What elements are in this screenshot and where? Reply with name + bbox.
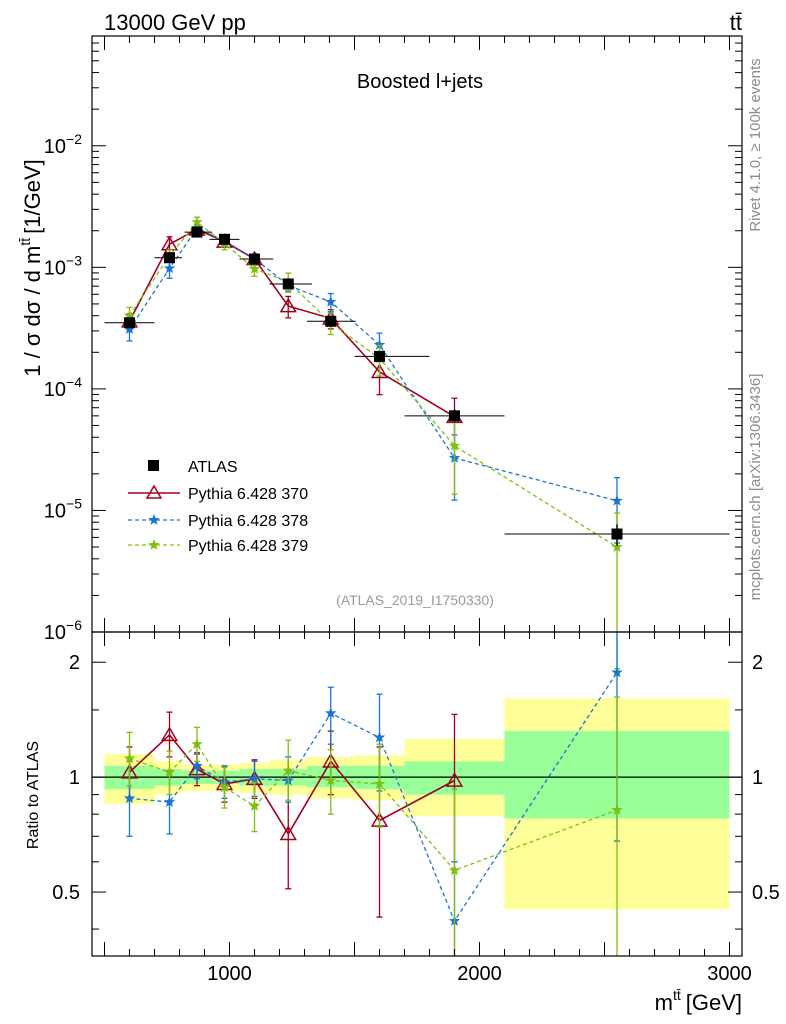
- main-point-0-8: [449, 410, 460, 422]
- ratio-point-2-2: [191, 738, 203, 750]
- main-y-axis-label: 1 / σ dσ / d mtt̄ [1/GeV]: [17, 159, 45, 376]
- ratio-y-tick-label-right-2: 2: [752, 652, 763, 674]
- legend-label-atlas: ATLAS: [188, 459, 238, 476]
- ratio-series-line-1: [129, 672, 618, 923]
- energy-label: 13000 GeV pp: [104, 10, 246, 35]
- legend-marker-p379: [148, 539, 160, 550]
- legend-label-p370: Pythia 6.428 370: [188, 486, 308, 503]
- main-point-0-7: [374, 350, 385, 362]
- main-point-0-5: [282, 278, 294, 290]
- main-series-line-3: [128, 221, 618, 548]
- main-point-0-0: [124, 317, 135, 329]
- process-label: tt̄: [730, 10, 742, 35]
- ratio-point-0-8: [445, 772, 464, 787]
- main-point-3-9: [611, 541, 623, 552]
- main-point-0-3: [219, 233, 230, 245]
- main-y-tick-label-1: 10−5: [44, 495, 82, 522]
- main-point-0-4: [249, 253, 260, 265]
- mcplots-label: mcplots.cern.ch [arXiv:1306.3436]: [747, 374, 764, 601]
- x-axis-label-sup: tt̄: [673, 987, 681, 1003]
- legend: ATLAS Pythia 6.428 370 Pythia 6.428 378 …: [128, 459, 308, 555]
- legend-label-p378: Pythia 6.428 378: [188, 513, 308, 530]
- main-series-0: [104, 226, 730, 546]
- analysis-watermark: (ATLAS_2019_I1750330): [336, 592, 494, 608]
- ratio-uncertainty-bands: [92, 698, 742, 910]
- ratio-point-2-6: [325, 774, 337, 786]
- plot-title: Boosted l+jets: [357, 71, 483, 93]
- main-point-3-2: [191, 216, 203, 228]
- ratio-point-0-5: [279, 825, 297, 841]
- ratio-point-2-3: [218, 781, 231, 793]
- x-axis-label-text: m: [655, 990, 673, 1015]
- x-axis-label-unit: [GeV]: [686, 990, 742, 1015]
- ratio-point-2-9: [611, 804, 623, 815]
- ratio-point-2-5: [282, 764, 294, 776]
- ratio-y-tick-label-left-0: 0.5: [52, 882, 80, 904]
- ratio-y-tick-label-right-1: 1: [752, 767, 763, 789]
- ratio-plot-frame: [91, 631, 743, 957]
- ratio-point-1-1: [163, 796, 176, 807]
- ratio-series-2: [123, 696, 623, 956]
- main-point-1-7: [370, 363, 389, 379]
- legend-marker-p378: [148, 514, 160, 525]
- ratio-point-1-0: [123, 792, 136, 804]
- main-y-axis-label-sup: tt̄: [17, 238, 33, 246]
- legend-marker-atlas: [148, 460, 159, 471]
- main-y-tick-label-4: 10−2: [44, 131, 82, 158]
- ratio-point-1-4: [248, 772, 261, 784]
- main-point-2-9: [611, 494, 623, 506]
- legend-marker-p370: [145, 484, 163, 499]
- ratio-y-tick-label-left-1: 1: [69, 767, 80, 789]
- main-y-axis-label-unit: [1/GeV]: [20, 159, 45, 234]
- ratio-point-2-4: [248, 800, 261, 811]
- ratio-point-1-7: [373, 731, 386, 743]
- svg-text:1 / σ dσ / d mtt̄[1/GeV]: 1 / σ dσ / d mtt̄ [1/GeV]: [17, 159, 45, 376]
- main-point-3-8: [448, 439, 461, 451]
- ratio-point-1-2: [191, 759, 203, 771]
- main-point-2-1: [163, 262, 176, 274]
- main-point-0-6: [325, 315, 337, 327]
- ratio-series-line-2: [129, 743, 618, 872]
- main-point-3-4: [248, 262, 261, 274]
- ratio-y-axis-label: Ratio to ATLAS: [25, 741, 42, 849]
- main-point-1-5: [279, 297, 297, 313]
- main-point-2-6: [325, 295, 337, 307]
- x-tick-label-1: 2000: [457, 963, 502, 985]
- main-point-0-2: [191, 226, 203, 238]
- x-tick-label-0: 1000: [207, 963, 252, 985]
- x-tick-label-2: 3000: [707, 963, 752, 985]
- main-y-tick-label-2: 10−4: [44, 374, 82, 401]
- main-y-axis-label-text: 1 / σ dσ / d m: [20, 246, 45, 377]
- rivet-version-label: Rivet 4.1.0, ≥ 100k events: [747, 58, 764, 231]
- legend-label-p379: Pythia 6.428 379: [188, 538, 308, 555]
- x-axis-label: mtt̄ [GeV]: [655, 987, 742, 1015]
- ratio-point-1-6: [325, 707, 337, 719]
- ratio-y-tick-label-right-0: 0.5: [752, 882, 780, 904]
- main-y-tick-label-3: 10−3: [44, 252, 82, 279]
- main-point-2-7: [373, 338, 386, 350]
- ratio-point-0-1: [160, 726, 179, 742]
- main-point-0-9: [611, 528, 623, 540]
- ratio-point-2-8: [448, 864, 461, 876]
- main-point-3-0: [123, 309, 136, 321]
- main-point-0-1: [164, 252, 175, 264]
- main-point-2-0: [123, 323, 136, 335]
- main-y-tick-label-0: 10−6: [44, 617, 82, 644]
- ratio-point-2-0: [123, 752, 136, 764]
- ratio-point-2-7: [373, 777, 386, 789]
- ratio-y-tick-label-left-2: 2: [69, 652, 80, 674]
- ratio-point-2-1: [163, 766, 176, 778]
- ratio-point-1-9: [611, 666, 623, 678]
